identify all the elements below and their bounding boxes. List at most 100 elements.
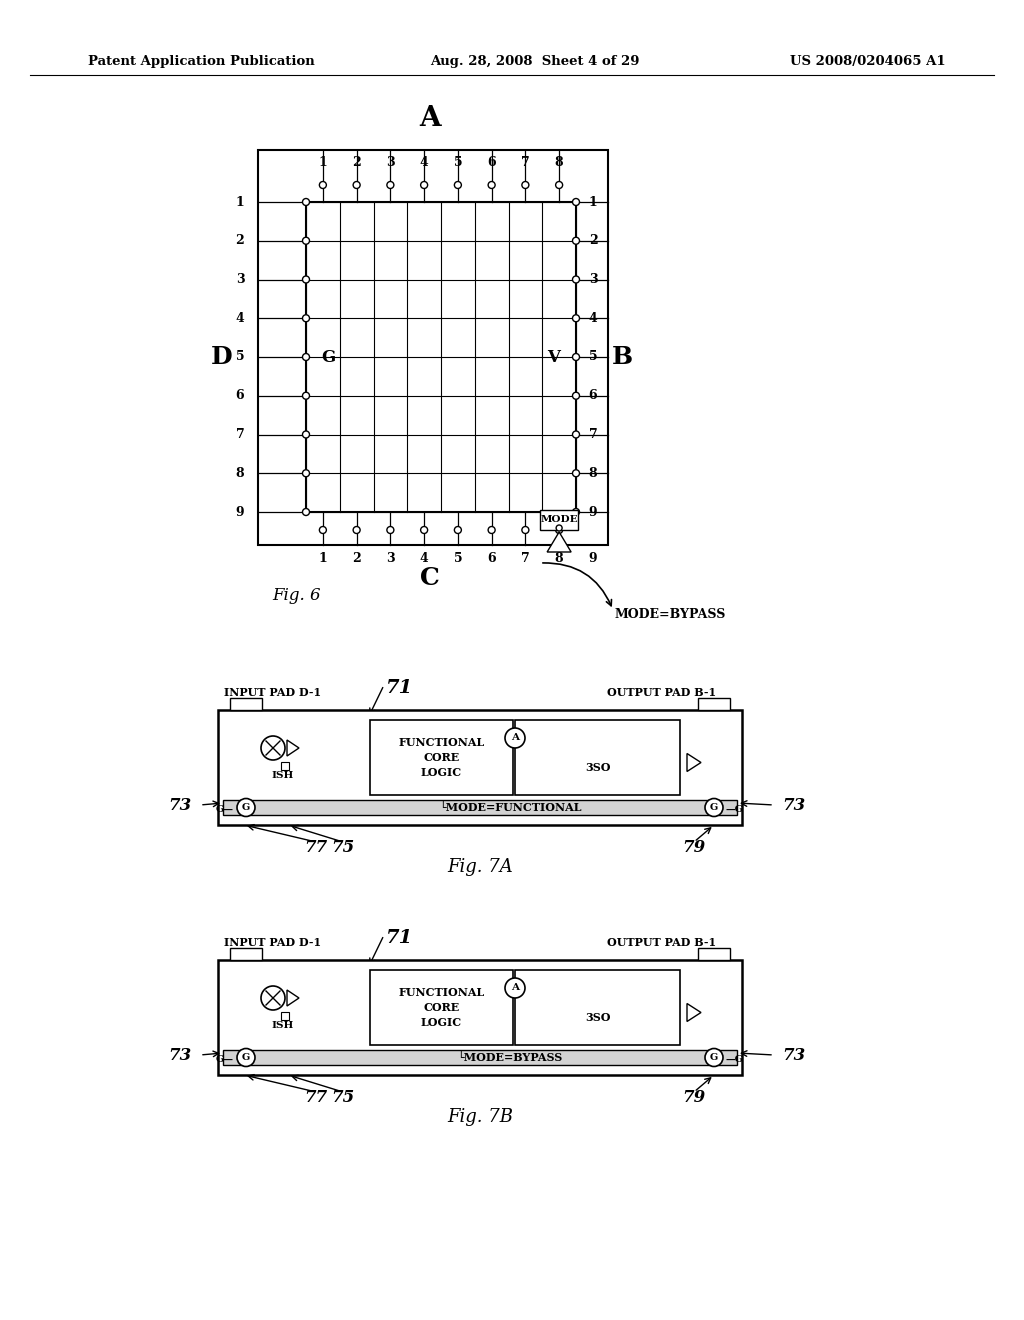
Text: 1: 1 [236,195,245,209]
Bar [370,970,513,1045]
Bar [370,719,513,795]
Text: 8: 8 [555,157,563,169]
Circle shape [353,527,360,533]
Text: 75: 75 [332,1089,354,1106]
Circle shape [572,470,580,477]
Text: 3: 3 [386,552,394,565]
Text: 77: 77 [304,1089,328,1106]
Text: 2: 2 [352,157,361,169]
Circle shape [572,314,580,322]
Polygon shape [547,532,571,552]
Text: G—: G— [216,805,234,814]
Text: 2: 2 [589,234,597,247]
Text: Fig. 7B: Fig. 7B [447,1107,513,1126]
Text: 7: 7 [589,428,597,441]
Text: 6: 6 [589,389,597,403]
Text: INPUT PAD D-1: INPUT PAD D-1 [224,936,322,948]
Bar [306,202,575,512]
Text: US 2008/0204065 A1: US 2008/0204065 A1 [790,55,945,69]
Text: 79: 79 [682,1089,706,1106]
Text: 8: 8 [555,552,563,565]
Circle shape [302,238,309,244]
Circle shape [302,392,309,399]
Text: 3SO: 3SO [585,1012,610,1023]
Bar [230,698,262,710]
Text: 3: 3 [386,157,394,169]
Bar [515,970,680,1045]
Text: 4: 4 [236,312,245,325]
Text: G: G [710,1053,718,1063]
Text: 73: 73 [782,796,806,813]
Text: Aug. 28, 2008  Sheet 4 of 29: Aug. 28, 2008 Sheet 4 of 29 [430,55,640,69]
Bar [223,1049,737,1065]
Text: Fig. 6: Fig. 6 [272,586,322,603]
Bar [515,719,680,795]
Text: 9: 9 [236,506,245,519]
Text: ISH: ISH [271,1022,294,1031]
Circle shape [302,432,309,438]
Text: G: G [242,1053,250,1063]
Text: 73: 73 [168,1047,191,1064]
Circle shape [522,181,528,189]
Text: G: G [242,803,250,812]
Circle shape [421,181,428,189]
Text: 3SO: 3SO [585,762,610,774]
Circle shape [488,527,496,533]
Circle shape [556,527,562,533]
Text: 6: 6 [236,389,245,403]
Text: —G: —G [726,1055,744,1064]
Text: 1: 1 [318,552,328,565]
Text: 75: 75 [332,838,354,855]
Circle shape [302,198,309,206]
Circle shape [237,799,255,817]
Text: 7: 7 [236,428,245,441]
Circle shape [455,527,462,533]
Circle shape [505,978,525,998]
Text: 3: 3 [589,273,597,286]
Circle shape [421,527,428,533]
Circle shape [556,525,562,531]
Text: Patent Application Publication: Patent Application Publication [88,55,314,69]
Circle shape [572,508,580,516]
Text: V: V [548,348,560,366]
Circle shape [319,527,327,533]
Text: FUNCTIONAL
CORE
LOGIC: FUNCTIONAL CORE LOGIC [398,987,484,1027]
Text: A: A [419,104,440,132]
Bar [223,800,737,814]
Text: 71: 71 [386,678,414,697]
Bar [698,698,730,710]
Text: OUTPUT PAD B-1: OUTPUT PAD B-1 [607,686,717,697]
Circle shape [387,181,394,189]
Circle shape [488,181,496,189]
Circle shape [261,986,285,1010]
Polygon shape [687,754,701,771]
Text: 9: 9 [589,506,597,519]
Bar [258,150,608,545]
Text: D: D [211,345,232,370]
Circle shape [505,729,525,748]
Text: MODE: MODE [541,516,578,524]
Bar [218,960,742,1074]
Text: 5: 5 [454,552,462,565]
Circle shape [572,432,580,438]
Circle shape [572,392,580,399]
Bar [218,710,742,825]
Circle shape [237,1048,255,1067]
Text: 7: 7 [521,552,529,565]
Text: 8: 8 [589,467,597,479]
Text: 1: 1 [318,157,328,169]
Polygon shape [287,990,299,1006]
Circle shape [302,508,309,516]
Circle shape [572,198,580,206]
Text: —G: —G [726,805,744,814]
Text: 5: 5 [236,351,245,363]
Circle shape [556,181,562,189]
Text: A: A [511,734,519,742]
Text: MODE=BYPASS: MODE=BYPASS [615,607,726,620]
Text: 8: 8 [236,467,245,479]
Text: 4: 4 [420,157,428,169]
Circle shape [572,276,580,282]
Circle shape [353,181,360,189]
Text: 5: 5 [589,351,597,363]
Text: 1: 1 [589,195,597,209]
